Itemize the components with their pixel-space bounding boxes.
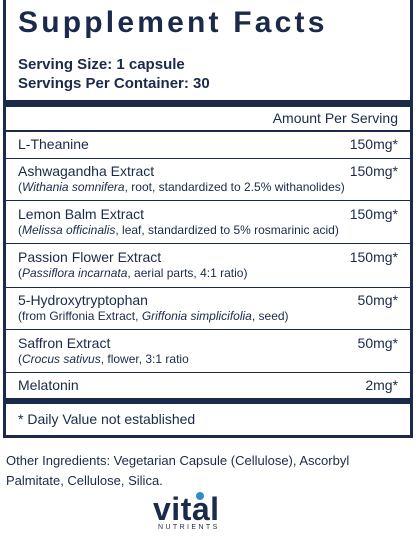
ingredient-source: (from Griffonia Extract, Griffonia simpl… <box>18 309 289 323</box>
ingredient-name: Melatonin <box>18 377 79 393</box>
amount-per-serving-header: Amount Per Serving <box>272 110 398 126</box>
other-ingredients: Other Ingredients: Vegetarian Capsule (C… <box>6 453 350 488</box>
ingredient-row: Saffron Extract 50mg* (Crocus sativus, f… <box>18 335 398 367</box>
thick-divider <box>6 100 410 107</box>
ingredient-name: Ashwagandha Extract <box>18 163 155 179</box>
ingredient-name: Passion Flower Extract <box>18 249 162 265</box>
thick-divider-bottom <box>6 398 410 404</box>
brand-logo: vital NUTRIENTS <box>150 491 270 537</box>
header-divider <box>6 130 410 132</box>
ingredient-source: (Withania somnifera, root, standardized … <box>18 180 345 194</box>
row-divider <box>6 287 410 288</box>
ingredient-name: 5-Hydroxytryptophan <box>18 292 148 308</box>
panel-title: Supplement Facts <box>18 6 328 39</box>
ingredient-row: Ashwagandha Extract 150mg* (Withania som… <box>18 163 398 195</box>
ingredient-amount: 150mg* <box>349 249 398 265</box>
daily-value-note: * Daily Value not established <box>18 411 196 427</box>
row-divider <box>6 243 410 244</box>
ingredient-source: (Crocus sativus, flower, 3:1 ratio <box>18 352 189 366</box>
ingredient-source: (Passiflora incarnata, aerial parts, 4:1… <box>18 266 248 280</box>
ingredient-amount: 50mg* <box>357 335 398 351</box>
ingredient-row: Lemon Balm Extract 150mg* (Melissa offic… <box>18 206 398 238</box>
row-divider <box>6 200 410 201</box>
ingredient-row: 5-Hydroxytryptophan 50mg* (from Griffoni… <box>18 292 398 324</box>
serving-size: Serving Size: 1 capsule <box>18 56 185 73</box>
ingredient-row: L-Theanine 150mg* <box>18 136 398 153</box>
ingredient-amount: 150mg* <box>349 163 398 179</box>
row-divider <box>6 158 410 159</box>
ingredient-row: Passion Flower Extract 150mg* (Passiflor… <box>18 249 398 281</box>
supplement-facts-panel: Supplement Facts Serving Size: 1 capsule… <box>3 0 413 438</box>
ingredient-amount: 50mg* <box>357 292 398 308</box>
ingredient-name: L-Theanine <box>18 136 89 152</box>
ingredient-name: Lemon Balm Extract <box>18 206 145 222</box>
ingredient-amount: 150mg* <box>349 206 398 222</box>
servings-per-container: Servings Per Container: 30 <box>18 75 210 92</box>
logo-dot <box>196 492 204 500</box>
ingredient-name: Saffron Extract <box>18 335 111 351</box>
logo-sub: NUTRIENTS <box>158 524 220 531</box>
row-divider <box>6 372 410 373</box>
row-divider <box>6 329 410 330</box>
ingredient-amount: 2mg* <box>365 377 398 393</box>
ingredient-source: (Melissa officinalis, leaf, standardized… <box>18 223 339 237</box>
ingredient-amount: 150mg* <box>349 136 398 152</box>
ingredient-row: Melatonin 2mg* <box>18 377 398 394</box>
logo-word: vital <box>153 491 220 527</box>
